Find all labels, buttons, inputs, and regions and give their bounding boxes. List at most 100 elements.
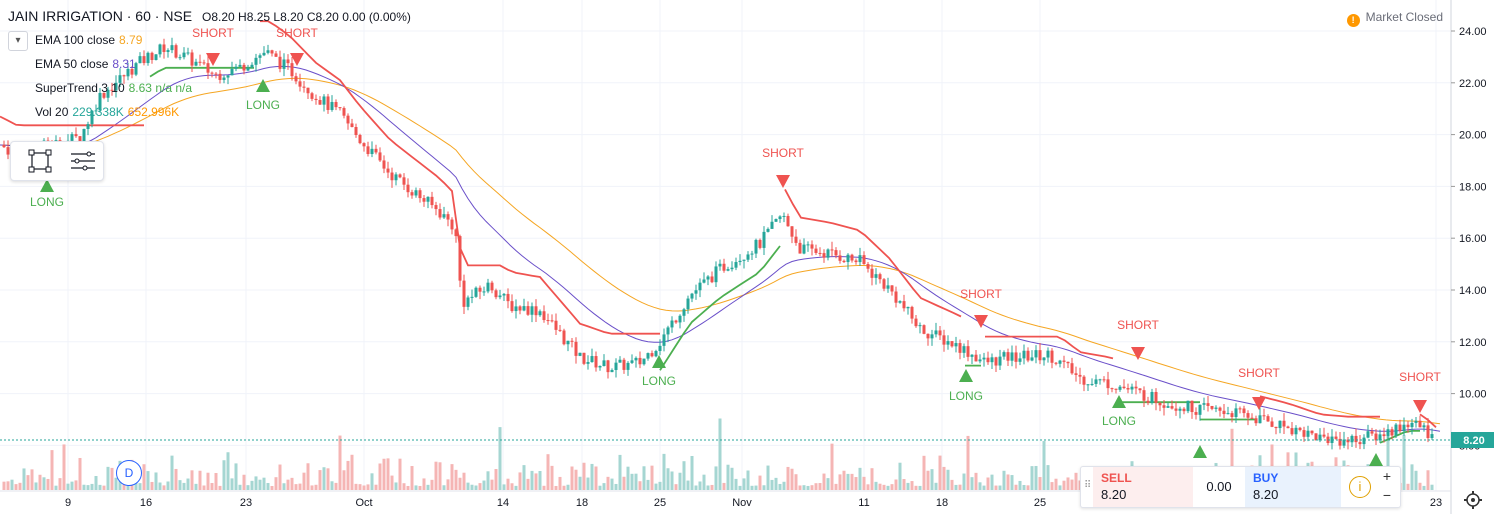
object-tree-icon[interactable]: [63, 142, 103, 180]
volume-bar: [214, 473, 218, 490]
candle: [546, 313, 550, 325]
short-signal: SHORT: [1117, 318, 1160, 360]
candle: [586, 355, 590, 370]
candle: [1182, 407, 1186, 415]
volume-bar: [14, 484, 18, 490]
volume-bar: [1026, 485, 1030, 490]
collapse-legend-chevron-icon[interactable]: ▾: [8, 31, 28, 51]
sell-button[interactable]: SELL 8.20: [1093, 467, 1193, 507]
long-arrow-icon: [1369, 453, 1383, 466]
volume-bar: [670, 471, 674, 490]
select-box-icon[interactable]: [19, 142, 59, 180]
candle: [1030, 350, 1034, 362]
short-signal: SHORT: [276, 26, 319, 66]
drag-handle-icon[interactable]: ⠿: [1084, 480, 1091, 491]
candle: [934, 322, 938, 338]
volume-bar: [562, 485, 566, 490]
candle: [742, 259, 746, 269]
candle: [290, 56, 294, 81]
settings-gear-icon[interactable]: [1464, 491, 1482, 509]
indicator-supertrend[interactable]: SuperTrend 3 10 8.63 n/a n/a: [35, 81, 193, 95]
long-label: LONG: [30, 195, 64, 209]
volume-bar: [546, 454, 550, 490]
volume-bar: [510, 483, 514, 490]
volume-bar: [806, 485, 810, 490]
price-tick-label: 14.00: [1459, 285, 1487, 297]
volume-bar: [626, 466, 630, 490]
volume-bar: [1070, 479, 1074, 490]
indicator-ema50[interactable]: EMA 50 close 8.31: [35, 57, 136, 71]
candle: [810, 240, 814, 256]
time-tick-label: 23: [240, 497, 252, 509]
candle: [370, 141, 374, 158]
candle: [1134, 380, 1138, 395]
info-icon[interactable]: i: [1349, 476, 1371, 498]
indicator-volume[interactable]: Vol 20 229.338K 652.996K: [35, 105, 180, 119]
volume-bar: [1014, 484, 1018, 490]
candle: [1238, 406, 1242, 414]
long-signal: LONG: [246, 79, 280, 112]
candle: [570, 337, 574, 348]
volume-bar: [802, 485, 806, 490]
volume-bar: [974, 472, 978, 490]
volume-bar: [846, 473, 850, 490]
candle: [238, 59, 242, 67]
volume-bar: [738, 485, 742, 490]
volume-bar: [490, 479, 494, 490]
candle: [706, 275, 710, 286]
candle: [1398, 419, 1402, 433]
candle: [1118, 384, 1122, 392]
volume-bar: [730, 467, 734, 490]
candle: [118, 68, 122, 88]
candle: [1022, 344, 1026, 365]
volume-bar: [594, 466, 598, 490]
short-arrow-icon: [776, 175, 790, 188]
candle: [398, 173, 402, 179]
candle: [442, 206, 446, 219]
volume-bar: [1230, 428, 1234, 490]
candle: [410, 189, 414, 199]
candle: [254, 53, 258, 72]
candle: [1310, 430, 1314, 436]
volume-bar: [870, 468, 874, 490]
candle: [722, 258, 726, 273]
dividend-badge[interactable]: D: [116, 460, 142, 486]
candle: [1338, 432, 1342, 450]
volume-bar: [742, 478, 746, 490]
candle: [198, 54, 202, 66]
candle: [310, 91, 314, 102]
quantity-plus-button[interactable]: +: [1382, 468, 1392, 484]
candle: [170, 37, 174, 54]
buy-button[interactable]: BUY 8.20: [1245, 467, 1341, 507]
candle: [1262, 408, 1266, 420]
volume-bar: [842, 470, 846, 490]
quantity-minus-button[interactable]: −: [1382, 487, 1392, 503]
volume-bar: [582, 462, 586, 490]
volume-bar: [762, 485, 766, 490]
volume-bar: [638, 481, 642, 490]
candle: [982, 352, 986, 367]
volume-bar: [394, 482, 398, 490]
candle: [998, 349, 1002, 370]
volume-bar: [434, 461, 438, 490]
volume-bar: [834, 483, 838, 490]
candle: [538, 309, 542, 317]
candle: [846, 253, 850, 270]
supertrend-segment: [1379, 429, 1420, 444]
candle: [1150, 388, 1154, 405]
candle: [938, 325, 942, 341]
candle: [662, 328, 666, 352]
indicator-ema100[interactable]: EMA 100 close 8.79: [35, 33, 143, 47]
candle: [1358, 434, 1362, 450]
market-status[interactable]: ! Market Closed: [1346, 10, 1443, 27]
candle: [790, 226, 794, 244]
candle: [826, 248, 830, 261]
volume-bar: [1386, 431, 1390, 490]
volume-bar: [354, 483, 358, 490]
price-tick-label: 16.00: [1459, 233, 1487, 245]
candle: [134, 61, 138, 77]
candle: [1194, 407, 1198, 420]
volume-bar: [950, 479, 954, 490]
candle: [558, 324, 562, 332]
